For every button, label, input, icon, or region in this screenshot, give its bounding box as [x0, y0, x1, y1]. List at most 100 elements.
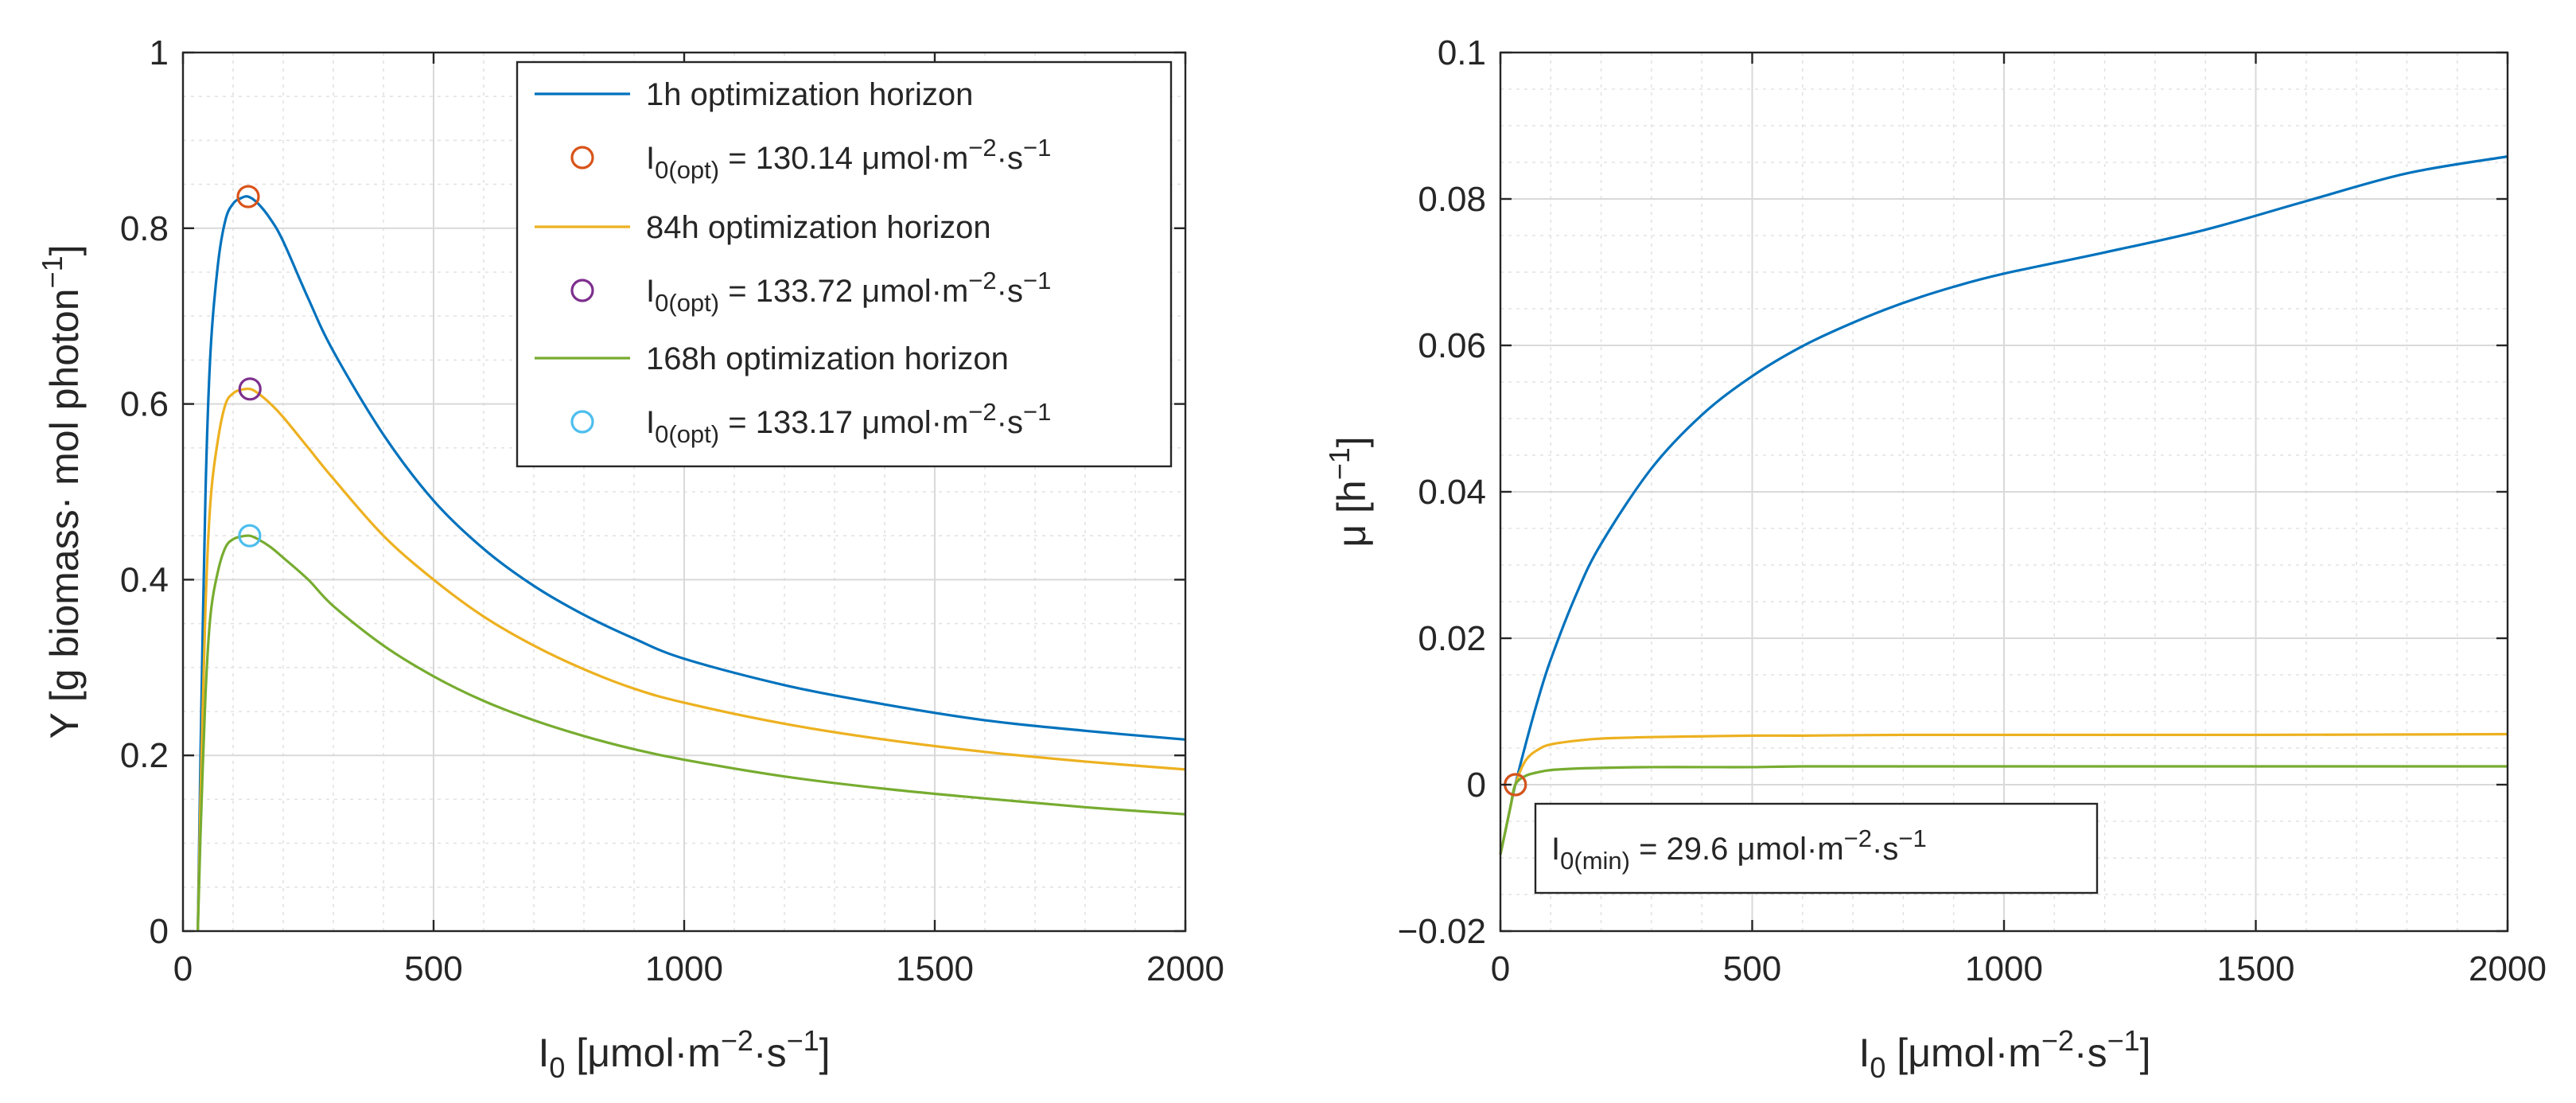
- opt-1h-sup1: −2: [968, 134, 996, 162]
- right-xlabel-post: ]: [2140, 1031, 2151, 1075]
- opt-168h-sup1: −2: [968, 398, 996, 426]
- series-line-0: [1499, 155, 2508, 855]
- opt-84h-base: I: [646, 274, 655, 309]
- opt-84h-mid: ·s: [997, 274, 1023, 309]
- left-ylabel-text: Y [g biomass· mol photon: [42, 288, 87, 739]
- x-tick-label: 0: [1491, 949, 1510, 988]
- y-tick-label: 0.8: [120, 209, 169, 248]
- annotation-box: [1534, 802, 2099, 894]
- right-annotation: I0(min) = 29.6 μmol·m−2·s−1: [1534, 802, 2099, 894]
- y-tick-label: 0.6: [120, 385, 169, 424]
- opt-168h-mid: ·s: [997, 405, 1023, 440]
- annotation-sub: 0(min): [1560, 847, 1630, 875]
- x-tick-label: 500: [1723, 949, 1781, 988]
- left-xlabel-post: ]: [819, 1031, 831, 1075]
- left-xlabel-sub: 0: [549, 1051, 565, 1084]
- annotation-value: = 29.6 μmol·m: [1630, 832, 1844, 867]
- y-tick-label: 0: [1467, 766, 1486, 805]
- legend-label-84h: 84h optimization horizon: [646, 210, 991, 245]
- left-xlabel-sup1: −2: [721, 1024, 753, 1057]
- legend-label-opt-84h: I0(opt) = 133.72 μmol·m−2·s−1: [646, 267, 1051, 317]
- left-xlabel-base: I: [538, 1031, 549, 1075]
- opt-84h-sub: 0(opt): [655, 289, 719, 317]
- right-xlabel-sup2: −1: [2107, 1024, 2140, 1057]
- optimum-marker-2: [238, 524, 262, 548]
- legend-label-opt-168h: I0(opt) = 133.17 μmol·m−2·s−1: [646, 398, 1051, 448]
- opt-1h-value: = 130.14 μmol·m: [719, 141, 968, 176]
- annotation-mid: ·s: [1872, 832, 1898, 867]
- y-tick-label: 0.1: [1438, 33, 1486, 72]
- opt-168h-value: = 133.17 μmol·m: [719, 405, 968, 440]
- left-ylabel: Y [g biomass· mol photon−1]: [36, 245, 87, 739]
- annotation-sup1: −2: [1844, 824, 1872, 852]
- left-xlabel: I0 [μmol·m−2·s−1]: [538, 1024, 830, 1084]
- x-tick-label: 1000: [645, 949, 723, 988]
- series-line-2: [197, 534, 1186, 932]
- legend-marker-opt-1h: [570, 146, 594, 170]
- left-series-group: [197, 195, 1186, 932]
- opt-1h-sub: 0(opt): [655, 156, 719, 184]
- optimum-marker-1: [238, 377, 262, 401]
- right-ylabel-post: ]: [1329, 436, 1374, 447]
- optimum-marker-0: [236, 185, 260, 209]
- left-ticks: 0 500 1000 1500 2000 0 0.2 0.4 0.6 0.8 1: [120, 33, 1224, 988]
- y-tick-label: 0.4: [120, 560, 169, 599]
- opt-168h-sup2: −1: [1023, 398, 1051, 426]
- right-ylabel: μ [h−1]: [1323, 436, 1374, 547]
- y-tick-label: 0: [150, 912, 169, 951]
- opt-168h-sub: 0(opt): [655, 420, 719, 448]
- annotation-base: I: [1551, 832, 1560, 867]
- legend-marker-opt-84h: [570, 279, 594, 302]
- opt-168h-base: I: [646, 405, 655, 440]
- left-xlabel-sup2: −1: [787, 1024, 819, 1057]
- left-ylabel-post: ]: [42, 245, 87, 256]
- right-xlabel-mid: ·s: [2074, 1031, 2107, 1075]
- opt-1h-base: I: [646, 141, 655, 176]
- x-tick-label: 0: [173, 949, 193, 988]
- series-line-1: [1499, 732, 2508, 855]
- right-ylabel-sup: −1: [1323, 447, 1356, 480]
- y-tick-label: 0.02: [1418, 619, 1486, 658]
- x-tick-label: 500: [404, 949, 462, 988]
- series-line-0: [197, 195, 1186, 932]
- y-tick-label: 0.08: [1418, 180, 1486, 219]
- y-tick-label: −0.02: [1398, 912, 1486, 951]
- annotation-text: I0(min) = 29.6 μmol·m−2·s−1: [1551, 824, 1927, 875]
- y-tick-label: 0.04: [1418, 473, 1486, 512]
- left-xlabel-mid: ·s: [753, 1031, 787, 1075]
- x-tick-label: 1000: [1965, 949, 2043, 988]
- y-tick-label: 1: [150, 33, 169, 72]
- right-series-group: [1499, 155, 2508, 855]
- right-xlabel-sup1: −2: [2041, 1024, 2074, 1057]
- right-ticks: 0 500 1000 1500 2000−0.0200.020.040.060.080.…: [1398, 33, 2547, 988]
- series-line-1: [197, 387, 1186, 932]
- series-line-2: [1499, 765, 2508, 855]
- right-chart-panel: 0 500 1000 1500 2000−0.0200.020.040.060.080.…: [1323, 33, 2547, 1084]
- right-ylabel-text: μ [h: [1329, 480, 1374, 547]
- x-tick-label: 1500: [2217, 949, 2295, 988]
- annotation-sup2: −1: [1898, 824, 1926, 852]
- left-legend: 1h optimization horizon I0(opt) = 130.14…: [516, 60, 1173, 468]
- y-tick-label: 0.2: [120, 736, 169, 775]
- opt-84h-sup2: −1: [1023, 267, 1051, 294]
- legend-label-opt-1h: I0(opt) = 130.14 μmol·m−2·s−1: [646, 134, 1051, 184]
- right-xlabel-sub: 0: [1870, 1051, 1885, 1084]
- left-ylabel-sup: −1: [36, 255, 68, 288]
- x-tick-label: 2000: [1146, 949, 1224, 988]
- opt-84h-value: = 133.72 μmol·m: [719, 274, 968, 309]
- right-xlabel-pre: [μmol·m: [1885, 1031, 2041, 1075]
- y-tick-label: 0.06: [1418, 326, 1486, 365]
- right-xlabel: I0 [μmol·m−2·s−1]: [1858, 1024, 2150, 1084]
- opt-84h-sup1: −2: [968, 267, 996, 294]
- opt-1h-sup2: −1: [1023, 134, 1051, 162]
- right-xlabel-base: I: [1858, 1031, 1870, 1075]
- legend-box: [516, 60, 1173, 468]
- left-xlabel-pre: [μmol·m: [565, 1031, 720, 1075]
- opt-1h-mid: ·s: [997, 141, 1023, 176]
- legend-label-1h: 1h optimization horizon: [646, 77, 973, 112]
- x-tick-label: 2000: [2469, 949, 2547, 988]
- left-chart-panel: 0 500 1000 1500 2000 0 0.2 0.4 0.6 0.8 1 1h optimi…: [36, 33, 1224, 1084]
- x-tick-label: 1500: [896, 949, 974, 988]
- legend-marker-opt-168h: [570, 410, 594, 434]
